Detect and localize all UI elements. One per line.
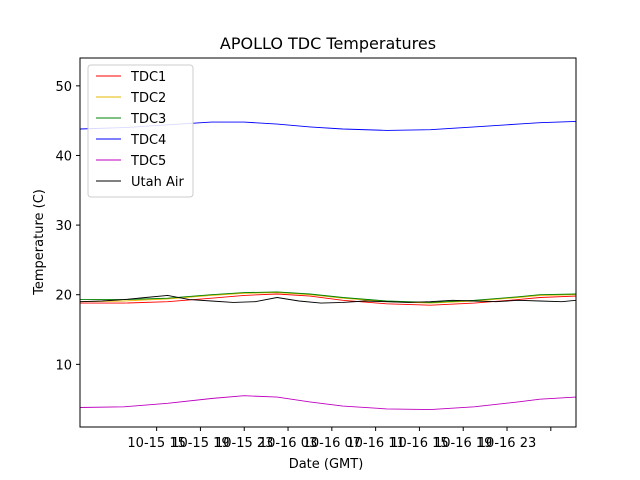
chart-title: APOLLO TDC Temperatures [220,34,436,53]
legend-box [87,64,194,198]
y-axis: 10 20 30 40 50 [55,80,80,373]
x-tick-label: 10-15 23 [215,436,273,451]
legend-label: TDC5 [130,154,166,169]
y-tick-label: 50 [55,80,72,95]
x-tick-label: 10-15 15 [127,436,185,451]
x-tick-label: 10-16 07 [303,436,361,451]
x-tick-label: 10-16 15 [390,436,448,451]
legend-label: TDC3 [130,112,166,127]
x-tick-label: 10-16 03 [259,436,317,451]
x-axis-label: Date (GMT) [289,457,364,472]
legend: TDC1 TDC2 TDC3 TDC4 TDC5 Utah Air [87,64,194,198]
y-tick-label: 30 [55,219,72,234]
y-tick-label: 10 [55,358,72,373]
series-line-utah-air [79,294,577,304]
y-tick-label: 20 [55,289,72,304]
legend-label: TDC1 [130,70,166,85]
x-tick-label: 10-15 19 [171,436,229,451]
series-line-tdc3 [80,291,577,303]
series-line-tdc2 [79,292,577,304]
y-tick-label: 40 [55,149,72,164]
x-tick-label: 10-16 11 [346,436,404,451]
legend-label: TDC2 [130,91,166,106]
series-line-tdc5 [79,395,577,411]
legend-label: Utah Air [131,175,184,190]
plot-frame [79,57,577,428]
x-tick-label: 10-16 23 [478,436,536,451]
series-line-tdc1 [80,293,577,306]
x-tick-label: 10-16 19 [434,436,492,451]
legend-label: TDC4 [130,133,166,148]
y-axis-label: Temperature (C) [32,189,47,296]
